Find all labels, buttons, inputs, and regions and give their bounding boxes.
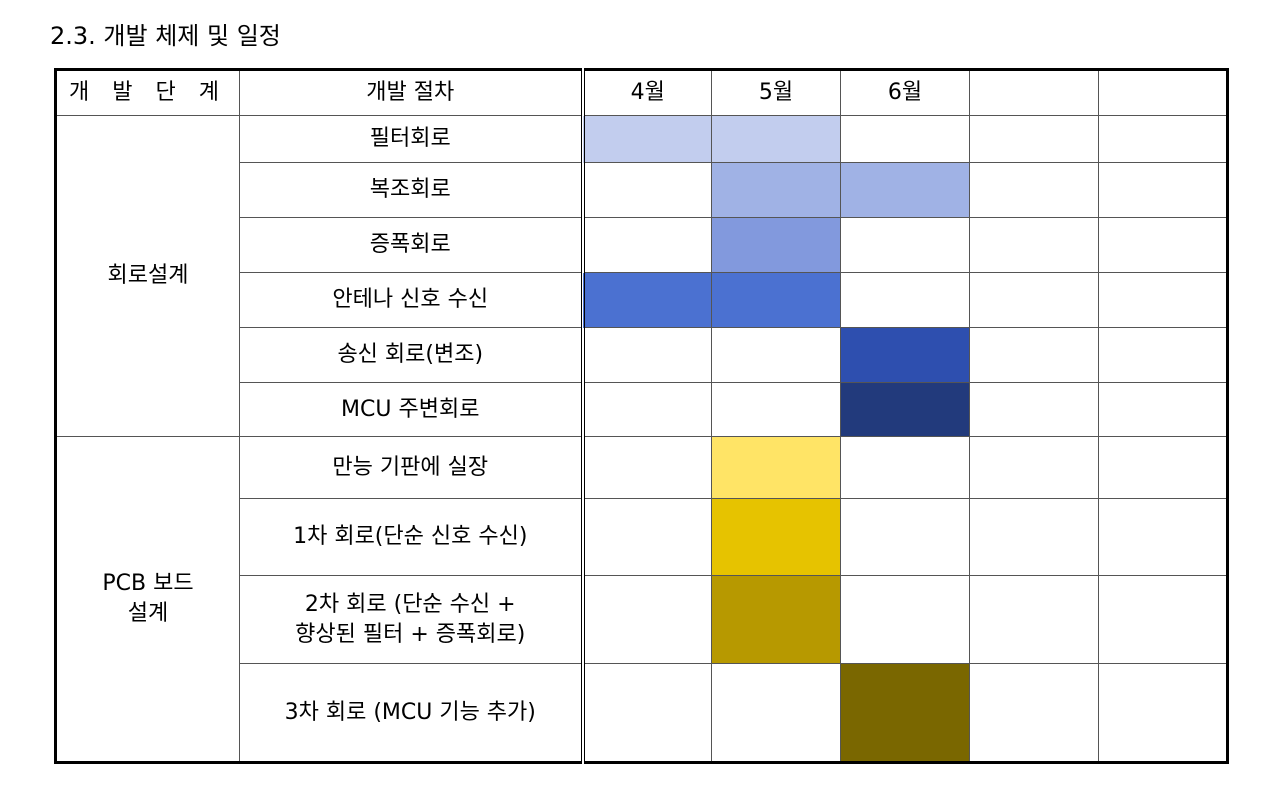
procedure-cell: 3차 회로 (MCU 기능 추가): [239, 663, 585, 763]
procedure-cell: 필터회로: [239, 115, 585, 163]
month-cell-3: [840, 115, 970, 163]
header-stage: 개 발 단 계: [55, 69, 240, 116]
month-cell-4: [969, 575, 1099, 664]
procedure-cell: 증폭회로: [239, 217, 585, 273]
header-month-2: 5월: [711, 69, 841, 116]
month-cell-1: [582, 436, 712, 499]
month-cell-4: [969, 663, 1099, 763]
month-cell-1: [582, 217, 712, 273]
month-cell-1: [582, 272, 712, 328]
month-cell-1: [582, 498, 712, 576]
month-cell-5: [1098, 382, 1228, 437]
month-cell-1: [582, 162, 712, 218]
schedule-row: 증폭회로: [56, 217, 1228, 273]
month-cell-5: [1098, 327, 1228, 383]
schedule-row: 2차 회로 (단순 수신 + 향상된 필터 + 증폭회로): [56, 575, 1228, 664]
procedure-cell: 만능 기판에 실장: [239, 436, 585, 499]
month-cell-2: [711, 382, 841, 437]
schedule-row: 안테나 신호 수신: [56, 272, 1228, 328]
month-cell-1: [582, 663, 712, 763]
month-cell-3: [840, 327, 970, 383]
month-cell-1: [582, 575, 712, 664]
month-cell-4: [969, 436, 1099, 499]
header-procedure: 개발 절차: [239, 69, 585, 116]
month-cell-4: [969, 327, 1099, 383]
month-cell-5: [1098, 575, 1228, 664]
month-cell-1: [582, 382, 712, 437]
month-cell-2: [711, 327, 841, 383]
procedure-label-line: 2차 회로 (단순 수신 +: [304, 591, 516, 617]
month-cell-2: [711, 115, 841, 163]
month-cell-3: [840, 663, 970, 763]
month-cell-3: [840, 272, 970, 328]
month-cell-5: [1098, 498, 1228, 576]
month-cell-3: [840, 217, 970, 273]
schedule-row: PCB 보드 설계 만능 기판에 실장: [55, 436, 1228, 763]
procedure-cell: 송신 회로(변조): [239, 327, 585, 383]
month-cell-3: [840, 162, 970, 218]
month-cell-2: [711, 498, 841, 576]
month-cell-4: [969, 162, 1099, 218]
month-cell-5: [1098, 115, 1228, 163]
schedule-row: 회로설계 필터회로: [55, 115, 1228, 437]
header-month-4: [969, 69, 1099, 116]
month-cell-1: [582, 327, 712, 383]
procedure-cell: MCU 주변회로: [239, 382, 585, 437]
month-cell-3: [840, 436, 970, 499]
header-month-3: 6월: [840, 69, 970, 116]
procedure-label-line: 향상된 필터 + 증폭회로): [295, 621, 526, 647]
month-cell-4: [969, 217, 1099, 273]
month-cell-2: [711, 272, 841, 328]
schedule-row: 3차 회로 (MCU 기능 추가): [56, 663, 1228, 763]
month-cell-3: [840, 575, 970, 664]
month-cell-5: [1098, 162, 1228, 218]
month-cell-5: [1098, 663, 1228, 763]
stage-label-line: 설계: [127, 601, 169, 626]
procedure-cell: 안테나 신호 수신: [239, 272, 585, 328]
procedure-cell: 복조회로: [239, 162, 585, 218]
month-cell-3: [840, 498, 970, 576]
month-cell-3: [840, 382, 970, 437]
schedule-row: 1차 회로(단순 신호 수신): [56, 498, 1228, 576]
header-row: 개 발 단 계 개발 절차 4월 5월 6월: [55, 69, 1228, 116]
month-cell-5: [1098, 436, 1228, 499]
schedule-row: 송신 회로(변조): [56, 327, 1228, 383]
stage-label-line: PCB 보드: [102, 571, 194, 596]
month-cell-1: [582, 115, 712, 163]
stage-cell: 회로설계: [55, 115, 240, 437]
schedule-row: MCU 주변회로: [56, 382, 1228, 437]
month-cell-2: [711, 663, 841, 763]
month-cell-2: [711, 162, 841, 218]
month-cell-2: [711, 575, 841, 664]
month-cell-4: [969, 272, 1099, 328]
section-title: 2.3. 개발 체제 및 일정: [50, 22, 281, 50]
month-cell-4: [969, 498, 1099, 576]
month-cell-2: [711, 436, 841, 499]
header-month-5: [1098, 69, 1228, 116]
development-schedule-table: 개 발 단 계 개발 절차 4월 5월 6월 회로설계 필터회로 복조회로 증폭회로 안…: [54, 68, 1229, 764]
month-cell-2: [711, 217, 841, 273]
month-cell-4: [969, 115, 1099, 163]
header-month-1: 4월: [582, 69, 712, 116]
month-cell-5: [1098, 272, 1228, 328]
month-cell-5: [1098, 217, 1228, 273]
procedure-cell: 2차 회로 (단순 수신 + 향상된 필터 + 증폭회로): [239, 575, 585, 664]
procedure-cell: 1차 회로(단순 신호 수신): [239, 498, 585, 576]
month-cell-4: [969, 382, 1099, 437]
